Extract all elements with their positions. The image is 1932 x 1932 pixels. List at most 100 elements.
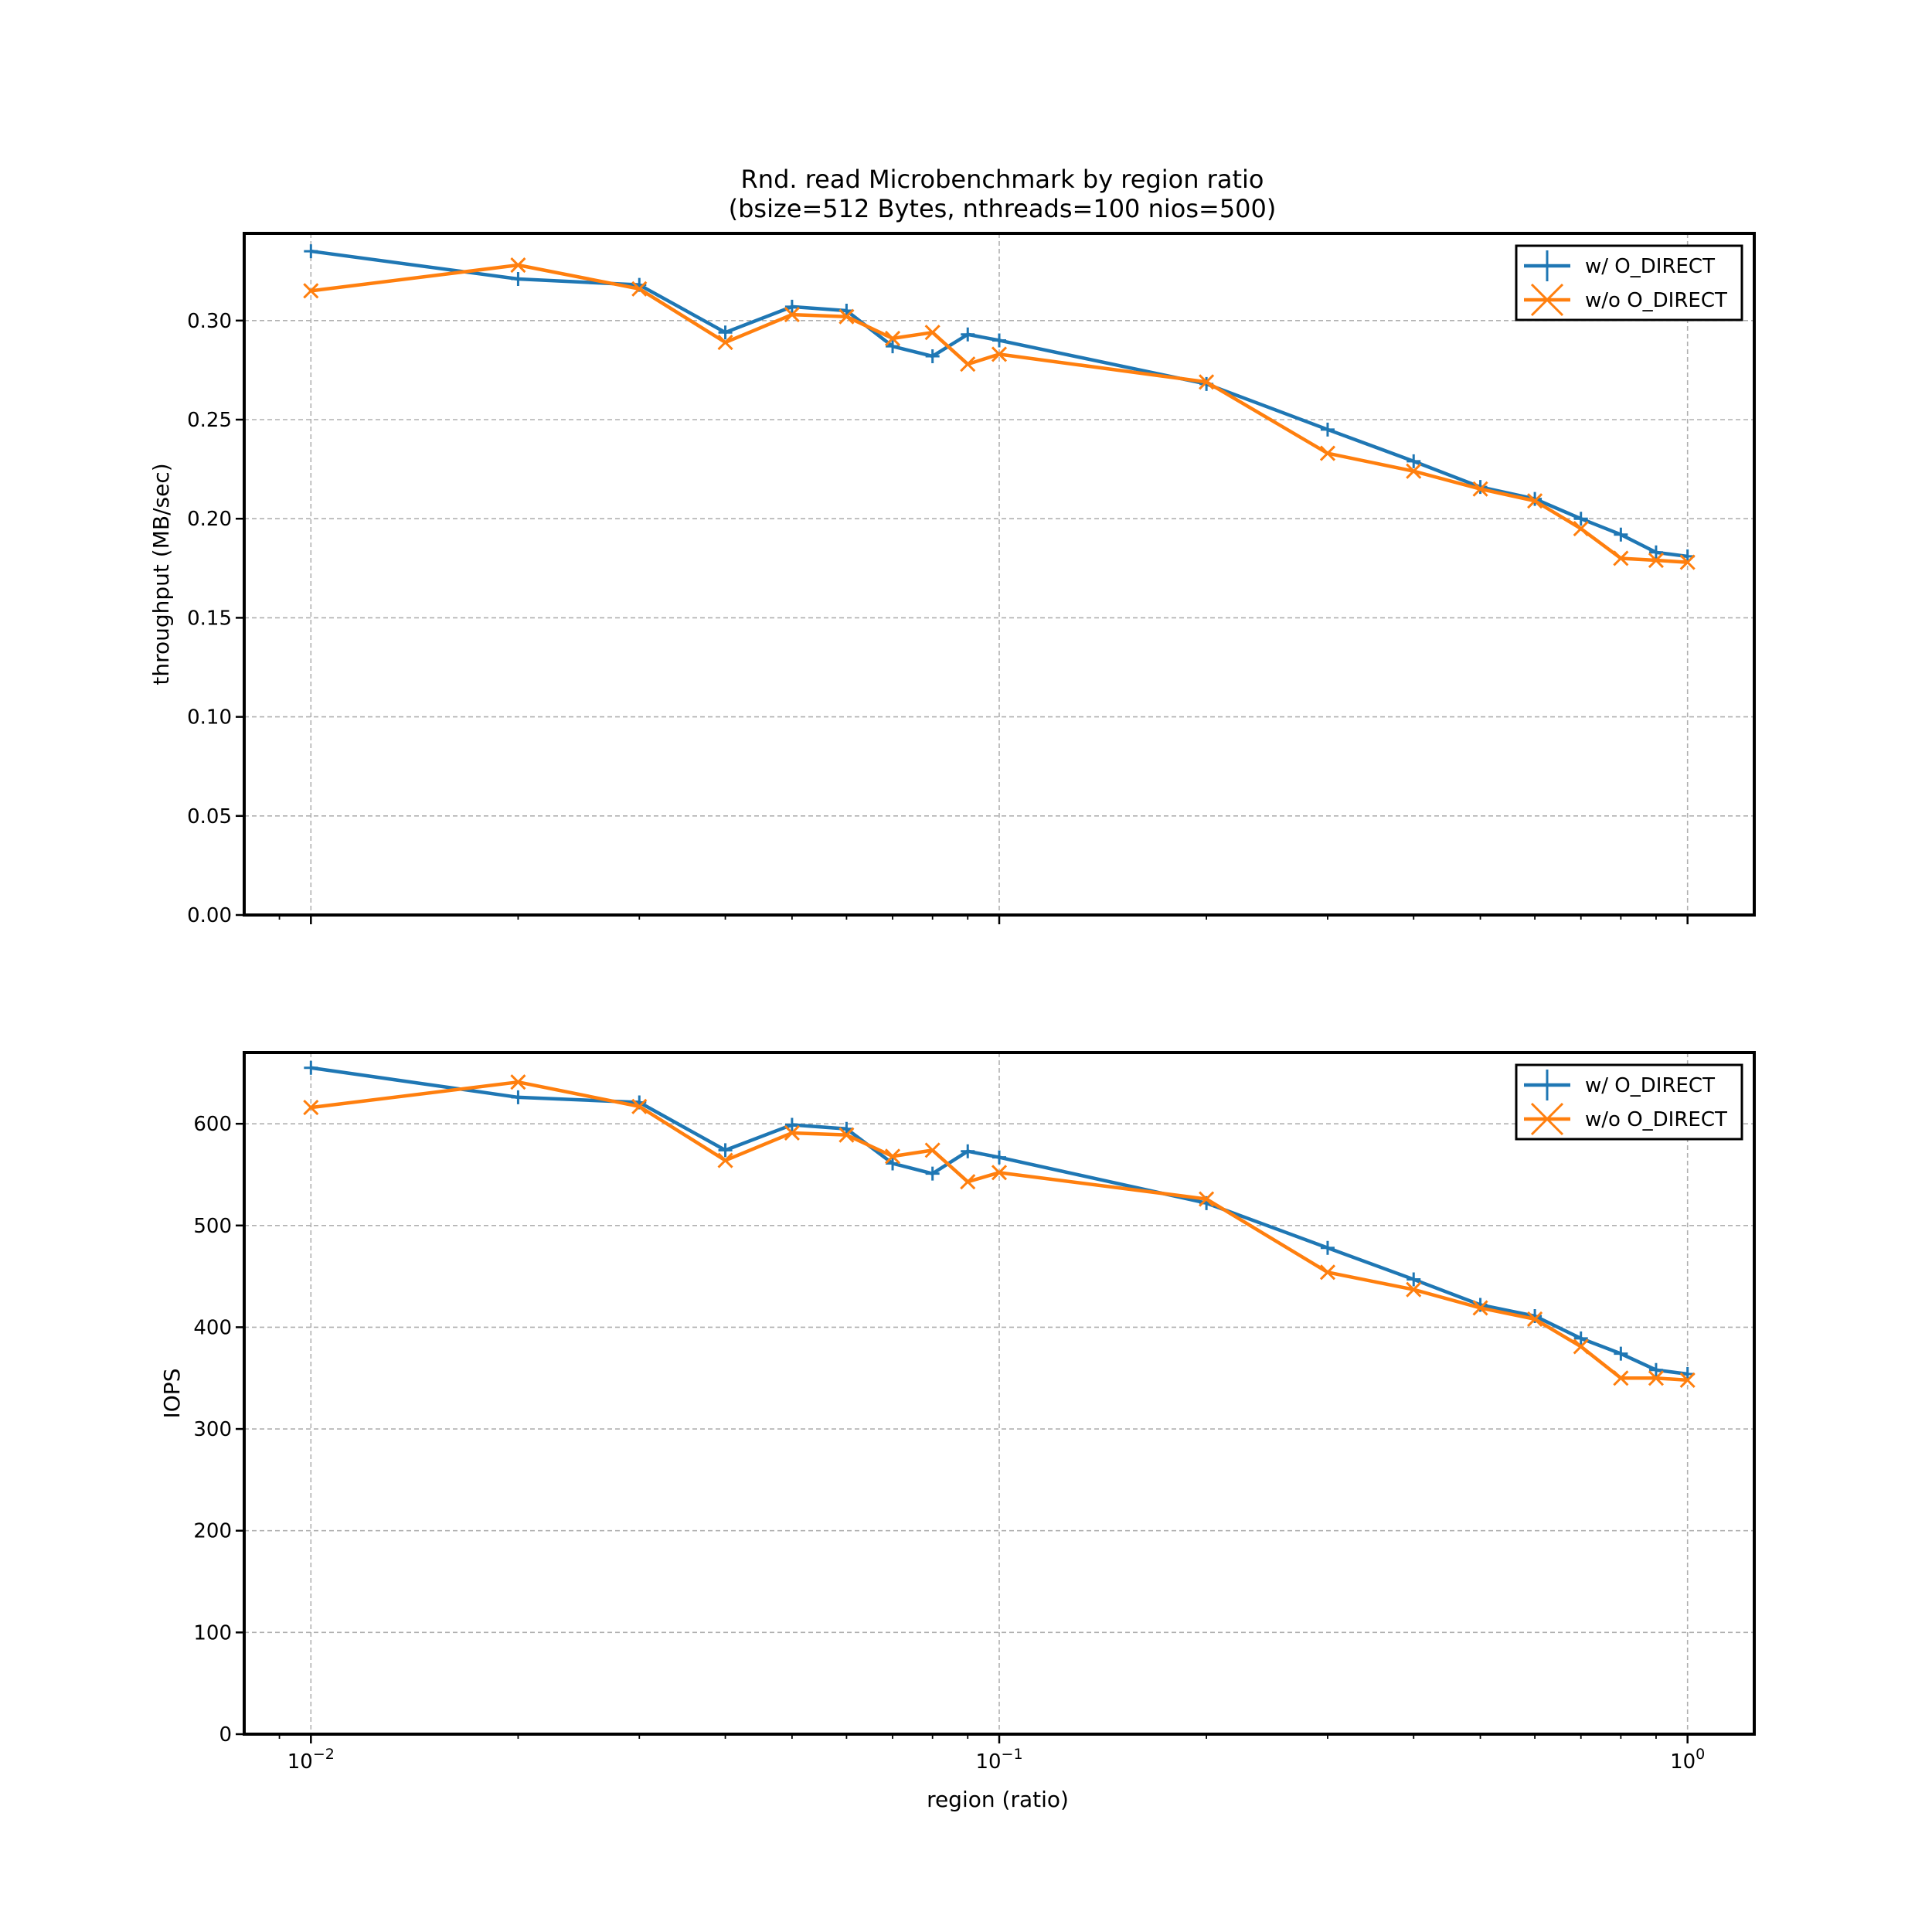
throughput-series-without-odirect-point [991, 346, 1008, 362]
throughput-series-without-odirect-point [1199, 374, 1215, 390]
throughput-series-with-odirect-point [1406, 454, 1421, 468]
throughput-y-tick-label: 0.30 [187, 310, 232, 333]
throughput-series-with-odirect-point [886, 339, 900, 354]
throughput-plot-area [303, 244, 1696, 570]
iops-series-without-odirect-point [960, 1174, 976, 1190]
throughput-series-without-odirect-point [784, 307, 800, 323]
throughput-series-with-odirect-point [961, 327, 975, 342]
iops-x-tick-label: 100 [1670, 1746, 1705, 1774]
iops-series-with-odirect-point [961, 1144, 975, 1158]
throughput-series-with-odirect-point [925, 349, 940, 363]
throughput-panel: 0.00 0.05 0.10 0.15 0.20 0.25 0.30 throughput (… [148, 232, 1756, 927]
throughput-y-tick-label: 0.25 [187, 409, 232, 432]
throughput-series-without-odirect-point [1648, 552, 1664, 569]
throughput-series-without-odirect-point [1472, 481, 1488, 497]
iops-axes-frame [243, 1051, 1756, 1736]
iops-series-with-odirect-point [992, 1150, 1006, 1165]
throughput-legend-entry-without-odirect-marker [1530, 283, 1564, 317]
iops-x-tick-label: 10−1 [975, 1746, 1022, 1774]
throughput-y-tick-label: 0.05 [187, 805, 232, 828]
throughput-y-tick-label: 0.15 [187, 607, 232, 630]
iops-series-without-odirect-point [631, 1098, 648, 1114]
throughput-legend-box [1515, 244, 1743, 321]
throughput-series-without-odirect-point [838, 308, 855, 325]
iops-y-tick-label: 200 [193, 1520, 232, 1543]
throughput-series-with-odirect-point [784, 299, 799, 314]
iops-y-tick-label: 0 [219, 1723, 232, 1747]
iops-series-without-odirect-point [303, 1100, 319, 1116]
iops-legend-entry-with-odirect-marker [1532, 1070, 1563, 1100]
throughput-series-without-odirect-point [1679, 554, 1696, 570]
iops-y-tick-label: 400 [193, 1316, 232, 1339]
iops-series-with-odirect-point [511, 1090, 526, 1104]
iops-legend: w/ O_DIRECT w/o O_DIRECT [1515, 1063, 1743, 1141]
iops-legend-entry-without-odirect-marker [1530, 1102, 1564, 1136]
iops-series-with-odirect-point [304, 1060, 318, 1075]
throughput-series-without-odirect-point [510, 257, 526, 274]
iops-panel: 0 100 200 300 400 500 600 10−2 10−1 100 region (ra… [159, 1051, 1756, 1812]
iops-series-without-odirect-point [1613, 1370, 1629, 1386]
iops-series-without-odirect-point [1319, 1264, 1336, 1281]
iops-series-without-odirect-point [717, 1152, 733, 1168]
throughput-y-tick-label: 0.10 [187, 706, 232, 730]
throughput-axes-frame [243, 232, 1756, 917]
iops-series-without-odirect-point [924, 1142, 940, 1158]
throughput-legend-entry-with-odirect-marker [1532, 250, 1563, 281]
throughput-series-with-odirect-point [1320, 422, 1335, 437]
iops-series-with-odirect-point [1406, 1272, 1421, 1287]
iops-y-axis-label: IOPS [159, 1369, 185, 1419]
throughput-series-without-odirect-point [960, 356, 976, 372]
iops-series-without-odirect-point [884, 1148, 901, 1165]
iops-series-with-odirect-point [1320, 1240, 1335, 1255]
throughput-series-without-odirect-point [717, 334, 733, 351]
iops-series-without-odirect-point [1472, 1300, 1488, 1316]
throughput-series-with-odirect-point [1573, 512, 1588, 526]
figure-title-line1: Rnd. read Microbenchmark by region ratio [741, 165, 1264, 194]
throughput-series-without-odirect-point [1613, 550, 1629, 566]
throughput-series-without-odirect-point [924, 325, 940, 341]
throughput-series-without-odirect-point [1319, 445, 1336, 461]
throughput-y-axis-label: throughput (MB/sec) [148, 463, 174, 685]
throughput-series-with-odirect-point [1648, 545, 1663, 560]
throughput-series-without-odirect-point [1406, 463, 1422, 479]
iops-series-with-odirect-point [1573, 1331, 1588, 1345]
throughput-legend-entry-without-odirect-label: w/o O_DIRECT [1585, 289, 1727, 312]
iops-y-tick-label: 100 [193, 1621, 232, 1645]
iops-series-with-odirect-point [886, 1156, 900, 1171]
iops-series-without-odirect-point [1199, 1191, 1215, 1207]
throughput-series-with-odirect-point [304, 244, 318, 259]
throughput-series-without-odirect-point [303, 283, 319, 299]
iops-series-with-odirect-point [1614, 1346, 1628, 1361]
throughput-series-with-odirect-point [718, 325, 733, 340]
iops-plot-area [303, 1060, 1696, 1388]
iops-series-without-odirect-point [1679, 1372, 1696, 1388]
throughput-y-tick-label: 0.00 [187, 904, 232, 927]
iops-series-with-odirect-point [1648, 1362, 1663, 1377]
iops-x-tick-label: 10−2 [287, 1746, 335, 1774]
throughput-y-tick-label: 0.20 [187, 508, 232, 531]
throughput-series-without-odirect-point [631, 281, 648, 297]
iops-series-without-odirect-point [510, 1074, 526, 1090]
throughput-series-without-odirect-point [884, 330, 901, 346]
throughput-legend-entry-with-odirect-label: w/ O_DIRECT [1585, 255, 1715, 278]
iops-series-without-odirect-point [1573, 1338, 1589, 1355]
figure-title-line2: (bsize=512 Bytes, nthreads=100 nios=500) [729, 194, 1277, 223]
iops-y-tick-label: 600 [193, 1113, 232, 1136]
iops-series-without-odirect-point [1648, 1370, 1664, 1386]
iops-series-with-odirect-point [718, 1143, 733, 1158]
iops-series-with-odirect-point [925, 1166, 940, 1181]
iops-series-without-odirect-point [1406, 1281, 1422, 1298]
iops-series-without-odirect-point [838, 1127, 855, 1143]
iops-y-tick-label: 300 [193, 1418, 232, 1441]
iops-legend-entry-with-odirect-label: w/ O_DIRECT [1585, 1074, 1715, 1097]
iops-series-without-odirect-point [784, 1124, 800, 1141]
iops-series-with-odirect-point [784, 1117, 799, 1132]
iops-x-axis-label: region (ratio) [927, 1787, 1069, 1812]
iops-legend-entry-without-odirect-label: w/o O_DIRECT [1585, 1108, 1727, 1131]
iops-series-without-odirect-point [1527, 1311, 1543, 1327]
throughput-series-without-odirect-point [1527, 493, 1543, 509]
throughput-legend: w/ O_DIRECT w/o O_DIRECT [1515, 244, 1743, 321]
throughput-series-with-odirect-point [992, 333, 1006, 348]
